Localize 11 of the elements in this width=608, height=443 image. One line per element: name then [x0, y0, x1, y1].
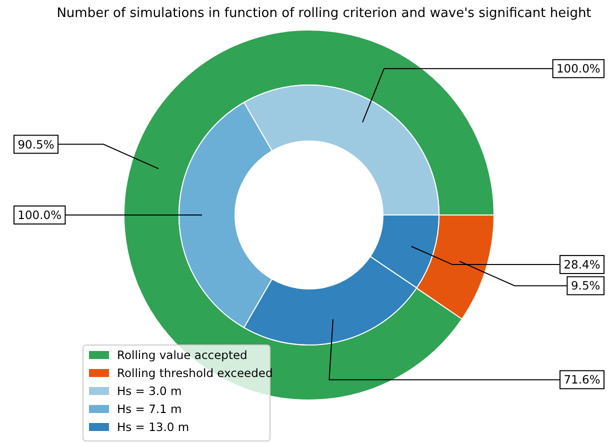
data-label: 90.5% — [18, 137, 54, 152]
legend-label: Hs = 7.1 m — [117, 402, 182, 416]
legend-label: Hs = 3.0 m — [117, 384, 182, 398]
data-label: 71.6% — [564, 372, 600, 387]
legend-label: Rolling value accepted — [117, 348, 248, 362]
legend-label: Hs = 13.0 m — [117, 420, 190, 434]
chart-title: Number of simulations in function of rolling criterion and wave's significant height — [56, 6, 592, 21]
data-label: 28.4% — [564, 258, 600, 272]
data-label: 100.0% — [556, 62, 600, 76]
data-label: 9.5% — [570, 278, 600, 293]
data-label: 100.0% — [18, 208, 62, 222]
